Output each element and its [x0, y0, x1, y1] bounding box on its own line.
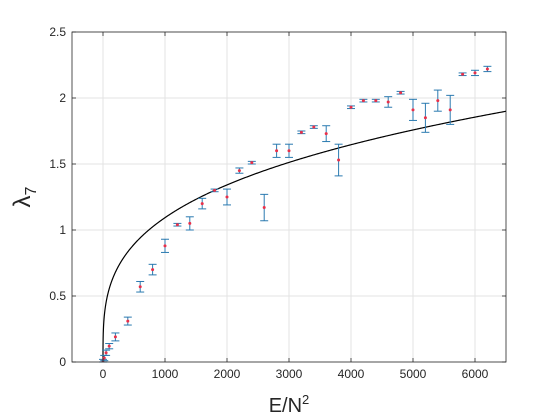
data-marker [461, 72, 465, 76]
data-marker [262, 206, 266, 210]
y-axis-label: λ7 [9, 186, 40, 207]
x-axis-label-text: E/N [269, 395, 302, 417]
y-tick-label: 0.5 [49, 289, 66, 303]
x-tick-label: 0 [100, 367, 107, 381]
data-marker [126, 319, 130, 323]
data-point [347, 105, 355, 110]
data-marker [386, 100, 390, 104]
data-marker [151, 268, 155, 272]
data-point [235, 167, 244, 174]
x-tick-label: 1000 [152, 367, 179, 381]
x-tick-label: 3000 [276, 367, 303, 381]
data-marker [324, 132, 328, 136]
data-point [433, 89, 442, 112]
data-point [123, 316, 132, 326]
data-point [297, 130, 306, 135]
data-point [198, 197, 207, 210]
data-point [334, 143, 343, 177]
data-marker [107, 344, 111, 348]
data-marker [448, 108, 452, 112]
y-tick-label: 1.5 [49, 157, 66, 171]
data-marker [361, 99, 365, 103]
data-point [384, 96, 393, 108]
y-tick-label: 2 [59, 91, 66, 105]
data-marker [138, 285, 142, 289]
data-point [148, 263, 157, 276]
data-marker [299, 130, 303, 134]
x-axis-ticks: 0 1000 2000 3000 4000 5000 6000 [100, 32, 489, 381]
x-tick-label: 5000 [400, 367, 427, 381]
y-tick-label: 2.5 [49, 25, 66, 39]
data-marker [485, 67, 489, 71]
data-marker [200, 202, 204, 206]
data-point [309, 125, 318, 129]
data-marker [188, 221, 192, 225]
data-point [371, 98, 380, 103]
data-point [483, 65, 492, 73]
data-point [173, 222, 182, 227]
data-marker [175, 223, 179, 227]
x-tick-label: 4000 [338, 367, 365, 381]
data-marker [213, 188, 217, 192]
data-marker [399, 91, 403, 95]
data-point [102, 349, 111, 356]
data-point [223, 188, 231, 206]
data-marker [275, 149, 279, 153]
data-point [446, 94, 455, 125]
y-axis-ticks: 0 0.5 1 1.5 2 2.5 [49, 25, 506, 369]
data-point [359, 98, 368, 103]
data-marker [287, 149, 291, 153]
data-marker [374, 99, 378, 103]
data-marker [102, 356, 106, 360]
data-marker [104, 351, 108, 355]
data-point [210, 188, 219, 193]
y-axis-label-subscript: 7 [23, 186, 40, 195]
data-point [260, 193, 269, 222]
data-points-layer [99, 65, 492, 363]
data-point [161, 238, 169, 253]
data-marker [237, 169, 241, 173]
data-point [421, 102, 430, 133]
data-point [185, 216, 194, 231]
data-marker [473, 71, 477, 75]
data-point [111, 332, 120, 342]
data-point [247, 160, 256, 165]
data-marker [163, 244, 167, 248]
fit-curve-layer [102, 110, 507, 362]
data-marker [312, 125, 316, 129]
data-marker [436, 99, 440, 103]
data-point [105, 343, 114, 350]
fit-curve [102, 110, 507, 362]
x-tick-label: 6000 [462, 367, 489, 381]
data-marker [113, 335, 117, 339]
data-point [458, 72, 467, 77]
x-axis-label-superscript: 2 [302, 392, 309, 407]
y-tick-label: 1 [59, 223, 66, 237]
data-marker [349, 105, 353, 109]
data-point [272, 143, 281, 158]
data-marker [423, 116, 427, 120]
data-marker [250, 161, 254, 165]
y-tick-label: 0 [59, 355, 66, 369]
data-marker [225, 195, 229, 199]
data-point [409, 98, 417, 121]
data-marker [337, 158, 341, 162]
x-tick-label: 2000 [214, 367, 241, 381]
data-point [285, 143, 293, 158]
data-point [396, 90, 405, 95]
data-point [136, 280, 145, 293]
x-axis-label: E/N2 [269, 392, 310, 417]
data-point [471, 69, 479, 77]
y-axis-label-text: λ [9, 195, 36, 207]
data-marker [411, 108, 415, 112]
data-point [322, 125, 331, 143]
